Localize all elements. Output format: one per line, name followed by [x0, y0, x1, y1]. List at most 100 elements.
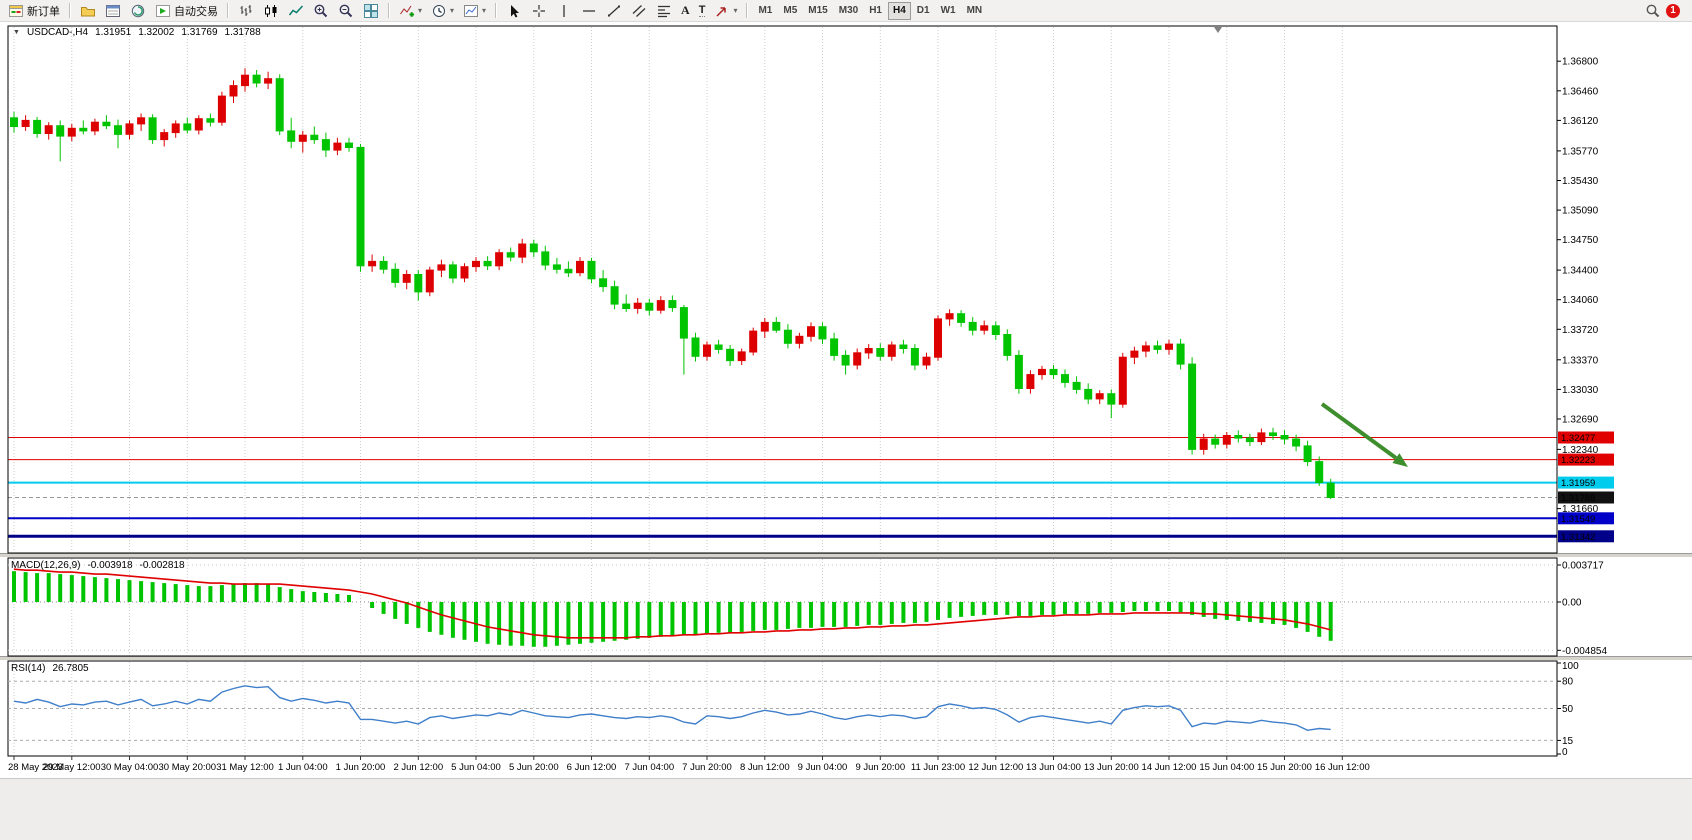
price-tag-label: 1.31549 [1561, 514, 1595, 525]
price-tick-label: 1.32340 [1562, 445, 1599, 456]
new-order-button[interactable]: 新订单 [4, 1, 64, 20]
text-tool-button[interactable]: A [677, 1, 694, 20]
tile-windows-button[interactable] [359, 1, 383, 20]
time-axis-label: 8 Jun 12:00 [740, 762, 790, 773]
price-tick-label: 1.35770 [1562, 146, 1599, 157]
toolbar-separator [746, 3, 749, 18]
toolbar-separator [495, 3, 498, 18]
strategy-tester-button[interactable] [126, 1, 150, 20]
time-axis-label: 15 Jun 04:00 [1199, 762, 1254, 773]
price-tag-label: 1.32223 [1561, 455, 1595, 466]
trend-arrow-annotation[interactable] [1320, 402, 1398, 460]
templates-button[interactable]: ▾ [459, 1, 490, 20]
time-axis-label: 1 Jun 20:00 [336, 762, 386, 773]
trendline-tool-button[interactable] [602, 1, 626, 20]
bar-chart-icon [240, 4, 252, 16]
text-tool-icon: A [681, 3, 690, 17]
line-chart-button[interactable] [284, 1, 308, 20]
price-tick-label: 1.33030 [1562, 385, 1599, 396]
horizontal-price-lines[interactable] [8, 437, 1557, 538]
candlestick-chart-button[interactable] [259, 1, 283, 20]
data-window-button[interactable] [101, 1, 125, 20]
price-tick-label: 1.35430 [1562, 176, 1599, 187]
time-axis-label: 28 May 2023 [8, 762, 63, 773]
periods-button[interactable]: ▾ [427, 1, 458, 20]
timeframe-m30-button[interactable]: M30 [834, 2, 863, 20]
time-axis-label: 31 May 12:00 [216, 762, 274, 773]
chart-shift-marker[interactable] [1214, 27, 1222, 33]
macd-signal-line [13, 568, 1331, 639]
macd-histogram [12, 571, 1333, 647]
timeframe-m1-button[interactable]: M1 [753, 2, 777, 20]
candlestick-chart-icon [265, 4, 277, 17]
timeframe-w1-button[interactable]: W1 [936, 2, 961, 20]
bar-chart-button[interactable] [234, 1, 258, 20]
text-label-tool-button[interactable]: T [695, 1, 710, 20]
horizontal-line-tool-button[interactable] [577, 1, 601, 20]
price-tag-label: 1.32477 [1561, 433, 1595, 444]
price-tick-label: 1.36120 [1562, 116, 1599, 127]
cursor-icon [511, 4, 520, 17]
grid-lines [13, 27, 1343, 755]
trendline-icon [608, 5, 621, 16]
time-axis-label: 5 Jun 04:00 [451, 762, 501, 773]
time-axis-label: 30 May 04:00 [101, 762, 159, 773]
price-tag [1558, 453, 1614, 466]
zoom-in-icon [314, 4, 328, 17]
fibonacci-icon [658, 5, 671, 17]
channel-tool-button[interactable] [627, 1, 651, 20]
price-tick-label: 1.34060 [1562, 295, 1599, 306]
vertical-line-tool-button[interactable] [552, 1, 576, 20]
rsi-axis-label: 100 [1562, 661, 1579, 672]
chart-canvas[interactable]: 1.36800 1.36460 1.36120 1.35770 1.35430 1.350… [0, 22, 1692, 778]
panel-separator[interactable] [0, 553, 1692, 558]
price-tag [1558, 512, 1614, 525]
time-axis-label: 6 Jun 12:00 [567, 762, 617, 773]
zoom-in-button[interactable] [309, 1, 333, 20]
search-button[interactable] [1641, 1, 1665, 20]
toolbar-separator [388, 3, 390, 18]
price-tick-label: 1.36460 [1562, 86, 1599, 97]
rsi-axis-label: 15 [1562, 736, 1574, 747]
horizontal-line-icon [583, 9, 596, 12]
time-axis-label: 13 Jun 20:00 [1084, 762, 1139, 773]
time-axis-label: 30 May 20:00 [159, 762, 217, 773]
timeframe-d1-button[interactable]: D1 [912, 2, 935, 20]
panel-separator[interactable] [0, 656, 1692, 661]
cursor-tool-button[interactable] [502, 1, 526, 20]
trend-arrow-head [1392, 453, 1408, 467]
auto-trading-button[interactable]: 自动交易 [151, 1, 222, 20]
equidistant-channel-icon [632, 4, 646, 17]
time-axis-label: 7 Jun 04:00 [624, 762, 674, 773]
rsi-axis-label: 80 [1562, 677, 1574, 688]
fibonacci-tool-button[interactable] [652, 1, 676, 20]
rsi-axis-label: 0 [1562, 747, 1568, 758]
crosshair-tool-button[interactable] [527, 1, 551, 20]
indicators-button[interactable]: ▾ [395, 1, 426, 20]
auto-trading-icon [156, 4, 170, 17]
price-tag [1558, 491, 1614, 504]
line-chart-icon [288, 4, 304, 15]
price-tick-label: 1.32690 [1562, 415, 1599, 426]
timeframe-m5-button[interactable]: M5 [778, 2, 802, 20]
timeframe-mn-button[interactable]: MN [962, 2, 988, 20]
arrows-tool-button[interactable]: ▾ [710, 1, 741, 20]
zoom-out-button[interactable] [334, 1, 358, 20]
price-tick-label: 1.33720 [1562, 325, 1599, 336]
search-icon [1646, 4, 1660, 17]
time-axis-label: 12 Jun 12:00 [968, 762, 1023, 773]
notification-badge[interactable]: 1 [1666, 3, 1680, 18]
timeframe-h4-button[interactable]: H4 [887, 1, 911, 20]
candles-layer [10, 68, 1335, 500]
time-axis-label: 1 Jun 04:00 [278, 762, 328, 773]
chevron-down-icon: ▾ [450, 5, 455, 15]
timeframe-h1-button[interactable]: H1 [864, 2, 887, 20]
time-axis-label: 7 Jun 20:00 [682, 762, 732, 773]
time-axis-label: 15 Jun 20:00 [1257, 762, 1312, 773]
chart-profiles-button[interactable] [76, 1, 100, 20]
price-tick-label: 1.36800 [1562, 57, 1599, 68]
price-tick-label: 1.31660 [1562, 504, 1599, 515]
price-axis: 1.36800 1.36460 1.36120 1.35770 1.35430 1.350… [1557, 57, 1599, 515]
timeframe-m15-button[interactable]: M15 [803, 2, 832, 20]
